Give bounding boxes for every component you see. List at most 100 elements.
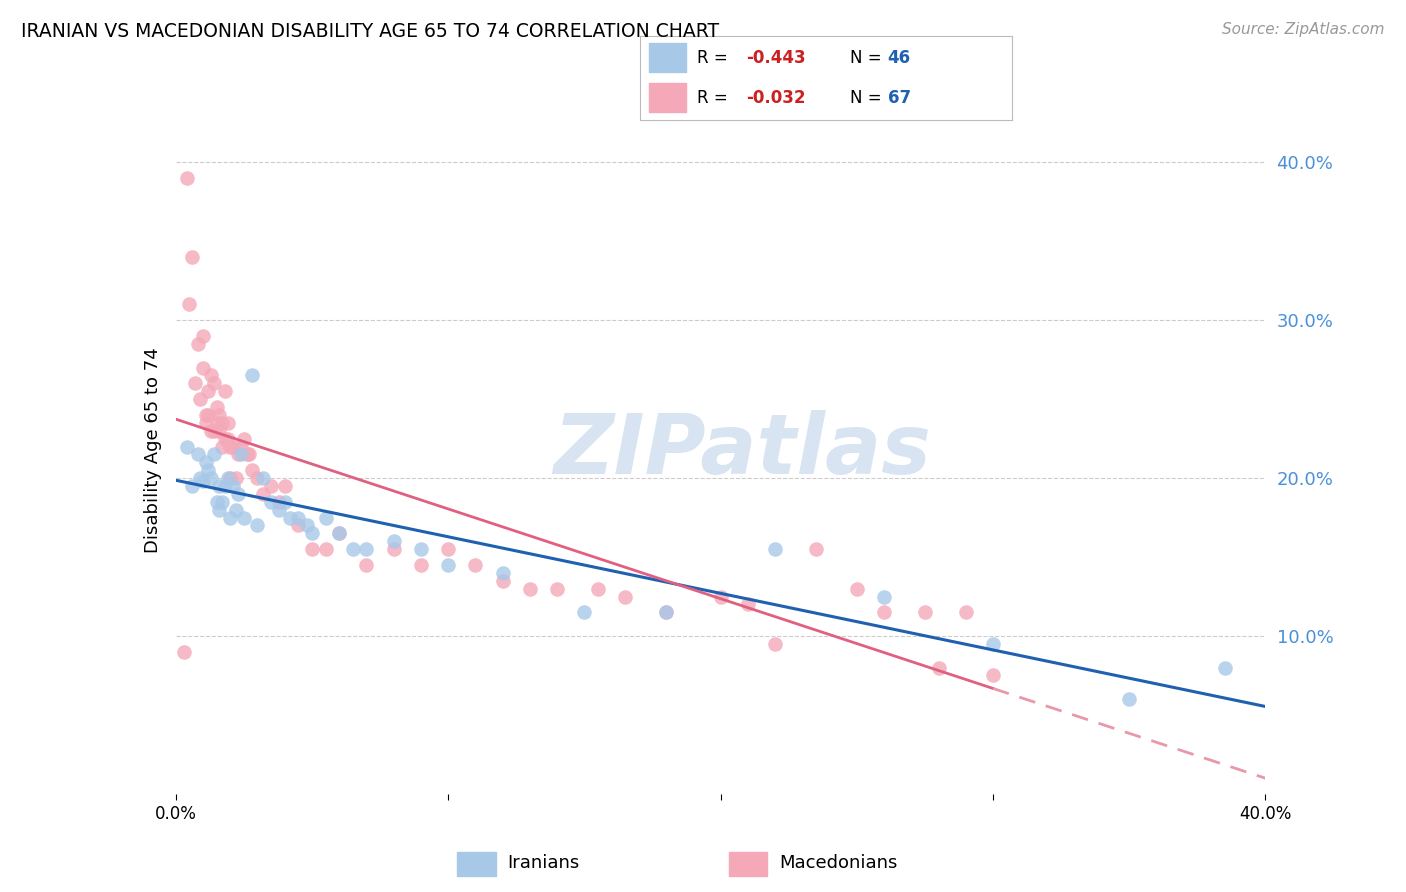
Point	[342, 542, 364, 557]
Point	[409, 558, 432, 572]
Point	[269, 495, 291, 509]
Point	[228, 487, 250, 501]
Point	[382, 542, 405, 557]
Point	[655, 605, 678, 619]
Point	[208, 408, 231, 422]
Point	[217, 432, 239, 446]
Point	[191, 329, 214, 343]
Text: R =: R =	[697, 88, 734, 106]
Point	[211, 440, 233, 454]
Point	[914, 605, 936, 619]
Point	[194, 455, 217, 469]
Point	[225, 471, 247, 485]
Point	[197, 463, 219, 477]
Point	[437, 542, 460, 557]
Point	[222, 440, 245, 454]
Point	[269, 502, 291, 516]
Bar	[457, 852, 496, 876]
Point	[205, 416, 228, 430]
Text: -0.032: -0.032	[747, 88, 806, 106]
Y-axis label: Disability Age 65 to 74: Disability Age 65 to 74	[143, 348, 162, 553]
Point	[228, 447, 250, 461]
Text: Iranians: Iranians	[508, 854, 579, 872]
Point	[211, 416, 233, 430]
Point	[202, 376, 225, 391]
Text: 67: 67	[887, 88, 911, 106]
Point	[252, 471, 274, 485]
Point	[246, 471, 269, 485]
Point	[845, 582, 868, 596]
Text: IRANIAN VS MACEDONIAN DISABILITY AGE 65 TO 74 CORRELATION CHART: IRANIAN VS MACEDONIAN DISABILITY AGE 65 …	[21, 22, 720, 41]
Point	[409, 542, 432, 557]
Point	[804, 542, 827, 557]
Point	[231, 440, 253, 454]
Point	[214, 432, 236, 446]
Point	[231, 447, 253, 461]
Text: 46: 46	[887, 49, 911, 67]
Point	[202, 424, 225, 438]
Point	[225, 502, 247, 516]
Point	[200, 368, 222, 383]
Point	[356, 542, 378, 557]
Point	[208, 424, 231, 438]
Point	[194, 408, 217, 422]
Point	[710, 590, 733, 604]
Point	[194, 416, 217, 430]
Point	[240, 368, 263, 383]
Point	[737, 598, 759, 612]
Point	[173, 645, 195, 659]
Point	[197, 408, 219, 422]
Point	[382, 534, 405, 549]
Point	[763, 542, 786, 557]
Point	[235, 447, 257, 461]
Point	[981, 668, 1004, 682]
Point	[205, 495, 228, 509]
Point	[181, 479, 204, 493]
Point	[981, 637, 1004, 651]
Text: Macedonians: Macedonians	[779, 854, 897, 872]
Bar	[728, 852, 768, 876]
Point	[574, 605, 596, 619]
Bar	[650, 44, 686, 72]
Text: N =: N =	[851, 49, 887, 67]
Point	[219, 510, 242, 524]
Point	[179, 297, 201, 311]
Point	[176, 171, 198, 186]
Text: Source: ZipAtlas.com: Source: ZipAtlas.com	[1222, 22, 1385, 37]
Point	[202, 447, 225, 461]
Point	[1118, 692, 1140, 706]
Point	[246, 518, 269, 533]
Point	[219, 471, 242, 485]
Point	[763, 637, 786, 651]
Point	[219, 440, 242, 454]
Point	[214, 479, 236, 493]
Text: -0.443: -0.443	[747, 49, 806, 67]
Point	[200, 471, 222, 485]
Point	[519, 582, 541, 596]
Point	[437, 558, 460, 572]
Point	[274, 495, 297, 509]
Bar	[650, 83, 686, 112]
Point	[301, 542, 323, 557]
Point	[260, 479, 283, 493]
Point	[188, 392, 211, 406]
Point	[873, 590, 896, 604]
Point	[464, 558, 486, 572]
Point	[240, 463, 263, 477]
Point	[191, 475, 214, 489]
Point	[197, 384, 219, 399]
Text: ZIPatlas: ZIPatlas	[554, 410, 931, 491]
Point	[1213, 660, 1236, 674]
Point	[301, 526, 323, 541]
Point	[492, 566, 515, 580]
Point	[614, 590, 637, 604]
Point	[232, 510, 254, 524]
Point	[586, 582, 609, 596]
Point	[278, 510, 301, 524]
Point	[181, 250, 204, 264]
Point	[214, 384, 236, 399]
Point	[222, 479, 245, 493]
Point	[928, 660, 950, 674]
Point	[176, 440, 198, 454]
Point	[873, 605, 896, 619]
